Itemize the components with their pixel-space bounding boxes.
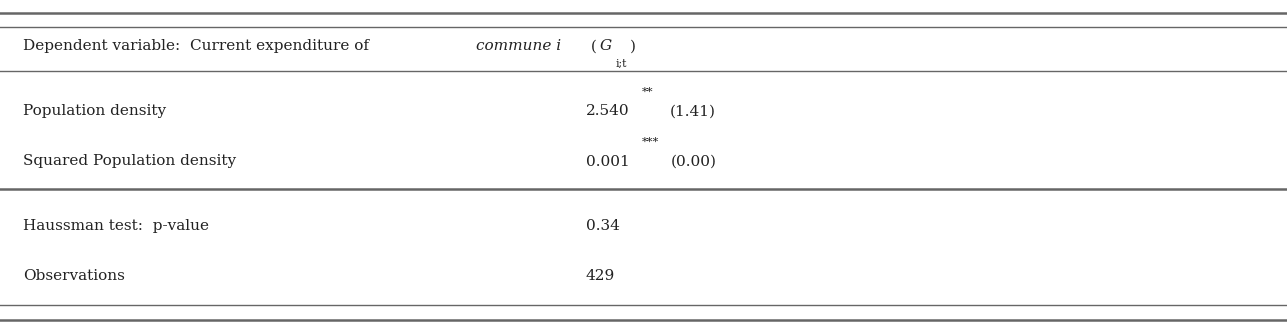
Text: Dependent variable:  Current expenditure of: Dependent variable: Current expenditure … bbox=[23, 39, 375, 53]
Text: 429: 429 bbox=[586, 269, 615, 283]
Text: 2.540: 2.540 bbox=[586, 104, 629, 119]
Text: G: G bbox=[600, 39, 611, 53]
Text: ***: *** bbox=[642, 137, 659, 147]
Text: ): ) bbox=[631, 39, 636, 53]
Text: commune i: commune i bbox=[476, 39, 561, 53]
Text: Squared Population density: Squared Population density bbox=[23, 154, 237, 169]
Text: Observations: Observations bbox=[23, 269, 125, 283]
Text: 0.001: 0.001 bbox=[586, 154, 629, 169]
Text: i;t: i;t bbox=[615, 59, 627, 69]
Text: i;t: i;t bbox=[615, 59, 627, 69]
Text: Population density: Population density bbox=[23, 104, 166, 119]
Text: (1.41): (1.41) bbox=[669, 104, 716, 119]
Text: 0.34: 0.34 bbox=[586, 219, 619, 233]
Text: **: ** bbox=[642, 87, 654, 97]
Text: **: ** bbox=[642, 87, 654, 97]
Text: Haussman test:  p-value: Haussman test: p-value bbox=[23, 219, 210, 233]
Text: (0.00): (0.00) bbox=[671, 154, 717, 169]
Text: (: ( bbox=[586, 39, 597, 53]
Text: ***: *** bbox=[642, 137, 659, 147]
